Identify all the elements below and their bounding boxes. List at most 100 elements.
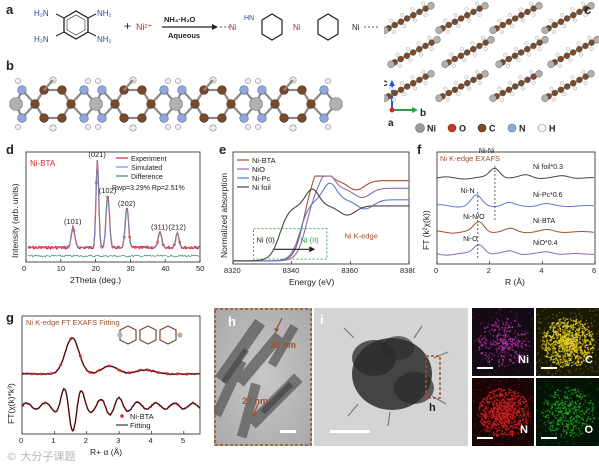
carbon-atom [191, 100, 200, 109]
nitrogen-atom [160, 86, 169, 95]
carbon-atom [271, 100, 280, 109]
hydrogen-atom [50, 125, 56, 131]
ni-bta-point [166, 372, 169, 375]
eds-label-n: N [520, 424, 528, 436]
chart-title: Ni K-edge EXAFS [440, 154, 500, 163]
x-tick-label: 0 [19, 436, 23, 445]
x-tick-label: 2 [84, 436, 88, 445]
fitting-real-line [22, 389, 200, 431]
x-tick-label: 6 [592, 266, 596, 275]
scale-bar [477, 367, 493, 369]
hydrogen-atom [325, 124, 330, 129]
peak-label: (202) [118, 199, 136, 208]
ni-bta-point [137, 369, 140, 372]
ni-bta-point [186, 373, 189, 376]
stacked-chain [539, 66, 598, 106]
carbon-atom [218, 114, 227, 123]
reagent-label: NH₃·H₂O [164, 15, 196, 24]
scale-bar [541, 367, 557, 369]
product-ni-1: Ni [229, 23, 237, 32]
axis-a-label: a [388, 118, 394, 129]
peak-label: (021) [88, 150, 106, 159]
watermark: © 大分子课题 [6, 448, 76, 464]
product-nh-1: HN [244, 15, 254, 22]
carbon-atom [138, 114, 147, 123]
y-axis-label: Intensity (arb. units) [10, 183, 20, 258]
legend-n: N [519, 124, 526, 134]
x-tick-label: 10 [57, 264, 65, 273]
legend-marker [120, 414, 124, 418]
legend-entry: Experiment [131, 156, 166, 163]
nitrogen-atom [18, 86, 27, 95]
x-axis-label: R (Å) [505, 277, 525, 287]
hydrogen-atom [130, 125, 136, 131]
legend-h: H [549, 124, 556, 134]
eds-map-o: O [536, 378, 599, 446]
nitrogen-atom [320, 86, 329, 95]
y-axis-label: FT(χ(k)*k³) [6, 383, 16, 424]
legend-entry: Simulated [131, 165, 162, 172]
axis-b-label: b [420, 108, 426, 119]
carbon-atom [227, 100, 236, 109]
panel-label: c [584, 2, 591, 17]
legend-entry: Difference [131, 174, 163, 181]
exafs-line [437, 195, 594, 207]
carbon-atom [298, 86, 307, 95]
scale-bar [541, 437, 557, 439]
reaction-scheme: H₂N NH₂ H₂N NH₂ + Ni²⁺ NH₃·H₂O Aqueous N… [0, 0, 380, 56]
hydrogen-atom [325, 78, 330, 83]
hydrogen-atom [175, 78, 180, 83]
eds-label-ni: Ni [518, 354, 529, 366]
hydrogen-atom [255, 124, 260, 129]
peak-label: (311) [151, 223, 168, 232]
nickel-atom [330, 98, 343, 111]
chain-structure [0, 58, 380, 138]
scale-label-32nm: 32 nm [270, 340, 296, 350]
series-label: Ni foil*0.3 [533, 164, 563, 171]
carbon-atom [218, 86, 227, 95]
eds-map-ni: Ni [472, 308, 534, 376]
nitrogen-atom [240, 114, 249, 123]
bond-label: Ni-Ni [479, 148, 495, 155]
nitrogen-atom [18, 114, 27, 123]
plus-sign: + [124, 19, 131, 33]
scale-label-27nm: 27 nm [242, 396, 268, 406]
hydrogen-atom [15, 78, 20, 83]
stacked-chain [433, 0, 492, 38]
product-ni-2: Ni [293, 23, 301, 32]
carbon-atom [58, 114, 67, 123]
x-tick-label: 8380 [400, 266, 415, 275]
ni-ion: Ni²⁺ [136, 22, 152, 32]
amine-group-3: H₂N [34, 35, 49, 44]
molecule-inset [117, 326, 182, 344]
xanes-line [233, 183, 409, 261]
panel-label: e [219, 142, 226, 157]
chart-annotation: Ni K-edge [344, 232, 377, 241]
panel-c: c c a b Ni O C N H [384, 0, 599, 140]
region-label: h [429, 402, 436, 414]
difference-line [28, 255, 200, 257]
nitrogen-atom [98, 86, 107, 95]
ni-bta-point [50, 372, 53, 375]
carbon-atom [280, 114, 289, 123]
panel-label: h [228, 314, 236, 329]
panel-i: i h Ni C N O [314, 308, 599, 446]
ni-bta-point [30, 373, 33, 376]
carbon-atom [31, 100, 40, 109]
legend-entry: NiO [252, 165, 265, 174]
hydrogen-atom [210, 125, 216, 131]
peak-label: (101) [64, 217, 82, 226]
legend-c: C [489, 124, 496, 134]
nickel-atom [170, 98, 183, 111]
xanes-line [233, 189, 409, 261]
nitrogen-atom [258, 86, 267, 95]
y-axis-label: FT (k²χ(k)) [421, 210, 431, 250]
stacked-chain [487, 66, 546, 106]
x-tick-label: 0 [22, 264, 26, 273]
x-tick-label: 5 [181, 436, 185, 445]
amine-group-1: H₂N [34, 9, 49, 18]
